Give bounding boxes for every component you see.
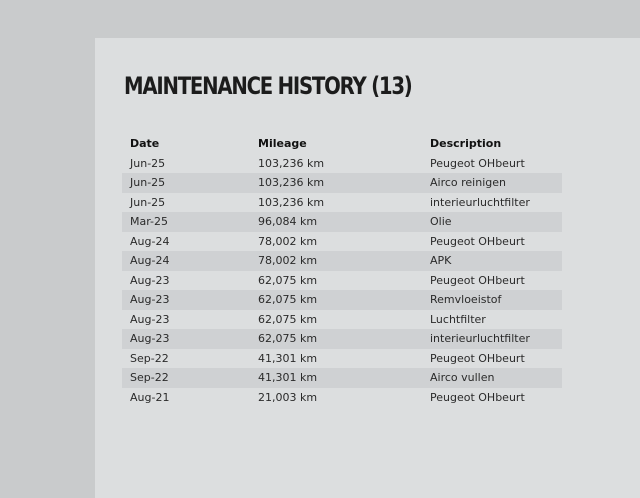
row-mileage: 78,002 km xyxy=(258,234,318,248)
row-mileage: 62,075 km xyxy=(258,332,318,346)
row-mileage: 103,236 km xyxy=(258,176,325,190)
table-header: Date Mileage Description xyxy=(122,134,562,154)
row-date: Aug-23 xyxy=(130,332,170,346)
row-description: Peugeot OHbeurt xyxy=(430,234,525,248)
header-date: Date xyxy=(130,137,160,151)
row-mileage: 96,084 km xyxy=(258,215,318,229)
row-description: Peugeot OHbeurt xyxy=(430,273,525,287)
table-row: Jun-25 103,236 km interieurluchtfilter xyxy=(122,193,562,213)
row-date: Sep-22 xyxy=(130,351,169,365)
row-mileage: 103,236 km xyxy=(258,195,325,209)
row-description: Peugeot OHbeurt xyxy=(430,390,525,404)
row-date: Jun-25 xyxy=(130,156,166,170)
row-description: Peugeot OHbeurt xyxy=(430,351,525,365)
row-description: interieurluchtfilter xyxy=(430,195,530,209)
header-mileage: Mileage xyxy=(258,137,307,151)
row-description: Airco reinigen xyxy=(430,176,506,190)
header-description: Description xyxy=(430,137,502,151)
row-date: Jun-25 xyxy=(130,195,166,209)
table-row: Aug-23 62,075 km Remvloeistof xyxy=(122,290,562,310)
row-date: Aug-21 xyxy=(130,390,170,404)
row-date: Aug-23 xyxy=(130,273,170,287)
row-description: Luchtfilter xyxy=(430,312,486,326)
row-mileage: 41,301 km xyxy=(258,371,318,385)
table-row: Aug-21 21,003 km Peugeot OHbeurt xyxy=(122,388,562,408)
row-mileage: 103,236 km xyxy=(258,156,325,170)
row-date: Aug-24 xyxy=(130,254,170,268)
maintenance-table: Date Mileage Description Jun-25 103,236 k… xyxy=(122,134,562,407)
table-row: Mar-25 96,084 km Olie xyxy=(122,212,562,232)
row-description: Remvloeistof xyxy=(430,293,502,307)
table-row: Aug-23 62,075 km interieurluchtfilter xyxy=(122,329,562,349)
row-mileage: 41,301 km xyxy=(258,351,318,365)
table-row: Aug-24 78,002 km Peugeot OHbeurt xyxy=(122,232,562,252)
row-date: Jun-25 xyxy=(130,176,166,190)
row-description: Peugeot OHbeurt xyxy=(430,156,525,170)
row-date: Sep-22 xyxy=(130,371,169,385)
row-mileage: 21,003 km xyxy=(258,390,318,404)
row-description: Olie xyxy=(430,215,452,229)
row-mileage: 62,075 km xyxy=(258,293,318,307)
table-row: Aug-23 62,075 km Peugeot OHbeurt xyxy=(122,271,562,291)
row-date: Aug-23 xyxy=(130,293,170,307)
row-mileage: 62,075 km xyxy=(258,312,318,326)
table-row: Aug-24 78,002 km APK xyxy=(122,251,562,271)
table-row: Sep-22 41,301 km Peugeot OHbeurt xyxy=(122,349,562,369)
row-description: Airco vullen xyxy=(430,371,495,385)
table-row: Sep-22 41,301 km Airco vullen xyxy=(122,368,562,388)
row-date: Mar-25 xyxy=(130,215,169,229)
page-title: MAINTENANCE HISTORY (13) xyxy=(124,72,413,100)
table-row: Jun-25 103,236 km Airco reinigen xyxy=(122,173,562,193)
table-row: Aug-23 62,075 km Luchtfilter xyxy=(122,310,562,330)
row-description: APK xyxy=(430,254,452,268)
table-row: Jun-25 103,236 km Peugeot OHbeurt xyxy=(122,154,562,174)
row-date: Aug-23 xyxy=(130,312,170,326)
row-date: Aug-24 xyxy=(130,234,170,248)
row-description: interieurluchtfilter xyxy=(430,332,530,346)
row-mileage: 62,075 km xyxy=(258,273,318,287)
row-mileage: 78,002 km xyxy=(258,254,318,268)
